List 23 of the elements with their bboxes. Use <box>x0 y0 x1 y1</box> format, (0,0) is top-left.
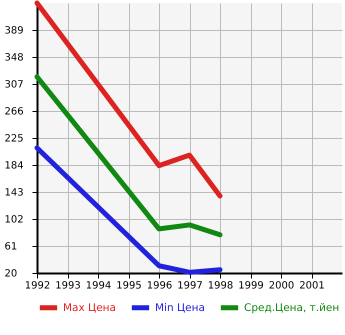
legend-label: Max Цена <box>63 302 116 314</box>
x-tick-label: 1992 <box>24 280 50 292</box>
y-tick-label: 266 <box>4 106 24 118</box>
x-tick-label: 2000 <box>268 280 294 292</box>
legend-label: Сред.Цена, т.йен <box>244 302 340 314</box>
x-tick-label: 1998 <box>208 280 234 292</box>
x-tick-label: 1993 <box>55 280 81 292</box>
x-tick-label: 1999 <box>238 280 264 292</box>
x-tick-label: 1994 <box>86 280 112 292</box>
y-tick-label: 389 <box>4 26 24 36</box>
y-tick-label: 20 <box>4 268 18 280</box>
y-tick-label: 307 <box>4 80 24 90</box>
x-tick-label: 1995 <box>116 280 142 292</box>
y-tick-label: 102 <box>4 214 24 226</box>
x-tick-label: 2001 <box>299 280 325 292</box>
y-tick-label: 61 <box>4 242 18 252</box>
y-tick-label: 184 <box>4 160 24 172</box>
x-tick-label: 1997 <box>177 280 203 292</box>
y-tick-label: 225 <box>4 134 24 144</box>
x-tick-label: 1996 <box>146 280 172 292</box>
y-tick-label: 348 <box>4 52 24 64</box>
legend-label: Min Цена <box>155 302 205 314</box>
y-tick-label: 143 <box>4 188 24 198</box>
